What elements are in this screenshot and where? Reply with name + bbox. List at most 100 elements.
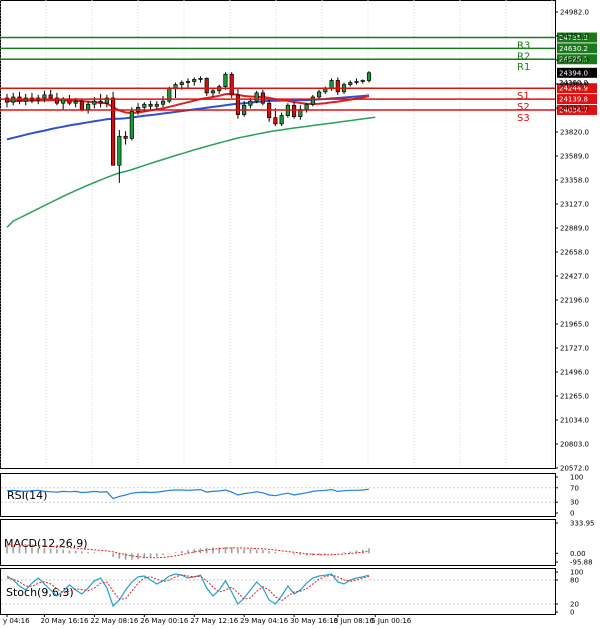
- price-tick-label: 23589.0: [560, 153, 589, 161]
- candle-bull: [360, 80, 365, 82]
- time-tick-label: 30 May 16:16: [290, 617, 339, 625]
- level-tag-bg-s1: [557, 83, 597, 94]
- candle-bull: [310, 96, 315, 105]
- candle-bear: [79, 100, 84, 110]
- ma-red-line: [7, 92, 370, 115]
- candle-bear: [148, 103, 153, 107]
- time-tick-label: 3 Jun 08:16: [334, 617, 375, 625]
- candle-bull: [160, 100, 166, 105]
- candle-bear: [335, 80, 340, 93]
- price-tick-label: 21496.0: [560, 369, 589, 377]
- level-tag-r1: 24525.1: [559, 56, 588, 64]
- candle-bull: [129, 111, 134, 139]
- price-tick-label: 24520.0: [560, 57, 589, 65]
- macd-tick-label: 0.00: [570, 550, 586, 558]
- price-tick-label: 22196.0: [560, 297, 589, 305]
- price-tick-label: 24051.0: [560, 105, 589, 113]
- rsi-line: [6, 488, 370, 500]
- price-tick-label: 20803.0: [560, 441, 589, 449]
- hidden-price-tag: 24360.0: [559, 79, 588, 87]
- time-tick-label: 29 May 04:16: [240, 617, 289, 625]
- candle-bull: [104, 97, 109, 104]
- candle-bull: [254, 92, 259, 102]
- macd-axis: 333.95 0.00-95.88: [555, 520, 595, 567]
- level-tag-r3: 24735.3: [559, 34, 588, 42]
- price-tick-label: 20572.0: [560, 465, 589, 473]
- macd-label: MACD(12,26,9): [4, 537, 88, 550]
- candle-bear: [54, 97, 59, 104]
- candle-bull: [323, 88, 328, 93]
- time-axis: y 04:16 20 May 16:16 22 May 08:16 26 May 00…: [3, 614, 412, 625]
- candle-bull: [92, 100, 97, 105]
- stoch-tick-label: 80: [570, 577, 579, 585]
- candle-bull: [73, 100, 78, 104]
- macd-pane: MACD(12,26,9) 333.95 0.00-95.88: [0, 519, 595, 567]
- main-price-pane: 24735.3 R3 24630.2 R2 24525.1 R1 24244.9 S1 2413…: [0, 0, 597, 473]
- candle-bear: [123, 135, 128, 139]
- price-tick-label: 21265.0: [560, 393, 589, 401]
- price-tick-label: 23127.0: [560, 201, 589, 209]
- macd-pane-border: [0, 519, 556, 566]
- level-tag-bg-r3: [557, 32, 597, 43]
- candle-bull: [366, 72, 372, 81]
- time-tick-label: 27 May 12:16: [190, 617, 239, 625]
- candle-bear: [273, 117, 278, 125]
- price-tick-label: 22427.0: [560, 273, 589, 281]
- time-tick-label: y 04:16: [3, 617, 30, 625]
- price-tick-label: 21034.0: [560, 417, 589, 425]
- candle-bull: [198, 78, 203, 80]
- ma-green-line: [6, 116, 376, 228]
- rsi-label: RSI(14): [7, 489, 47, 502]
- level-tag-bg-s3: [557, 104, 597, 115]
- candle-bull: [304, 103, 309, 110]
- candle-bear: [48, 94, 53, 99]
- level-tag-bg-r1: [557, 54, 597, 65]
- price-tick-label: 22889.0: [560, 225, 589, 233]
- rsi-tick-label: 0: [570, 510, 574, 518]
- time-tick-label: 26 May 00:16: [140, 617, 189, 625]
- level-name-s3: S3: [517, 113, 530, 124]
- candle-bull: [210, 90, 216, 94]
- candle-bear: [229, 73, 234, 96]
- price-tick-label: 24289.0: [560, 81, 589, 89]
- level-name-s2: S2: [517, 102, 530, 113]
- rsi-plot: [1, 487, 555, 503]
- stoch-tick-label: 0: [570, 609, 574, 617]
- candle-bull: [348, 82, 353, 85]
- price-axis: 24982.0 24751.0 24520.0 24289.0 24051.0 23820…: [555, 9, 589, 473]
- price-tick-label: 23358.0: [560, 177, 589, 185]
- price-tick-label: 24751.0: [560, 33, 589, 41]
- rsi-tick-label: 70: [570, 484, 579, 492]
- candle-bull: [192, 79, 197, 82]
- candle-bull: [354, 81, 359, 83]
- candle-bear: [98, 100, 103, 104]
- stoch-label: Stoch(9,6,3): [6, 586, 74, 599]
- level-tag-s3: 24034.7: [559, 106, 588, 114]
- macd-plot: [6, 543, 370, 560]
- candle-bear: [292, 104, 297, 117]
- candle-bull: [142, 103, 147, 108]
- price-tick-label: 22658.0: [560, 249, 589, 257]
- candle-bear: [235, 94, 240, 115]
- level-name-r2: R2: [517, 51, 530, 62]
- candle-bear: [260, 92, 265, 104]
- candle-bull: [223, 73, 228, 88]
- stoch-k-line: [6, 573, 370, 608]
- rsi-tick-label: 100: [570, 474, 583, 482]
- time-tick-label: 22 May 08:16: [90, 617, 139, 625]
- candle-bull: [154, 103, 159, 107]
- candle-bull: [317, 91, 322, 98]
- macd-signal-line: [6, 543, 370, 559]
- candle-bull: [117, 135, 122, 166]
- stoch-plot: [1, 573, 555, 608]
- level-name-r1: R1: [517, 62, 530, 73]
- level-tag-bg-s2: [557, 94, 597, 105]
- candle-bear: [111, 97, 116, 166]
- time-tick-label: 20 May 16:16: [40, 617, 89, 625]
- stoch-d-line: [6, 574, 370, 602]
- macd-tick-label: -95.88: [570, 559, 593, 567]
- stoch-pane-border: [0, 568, 556, 615]
